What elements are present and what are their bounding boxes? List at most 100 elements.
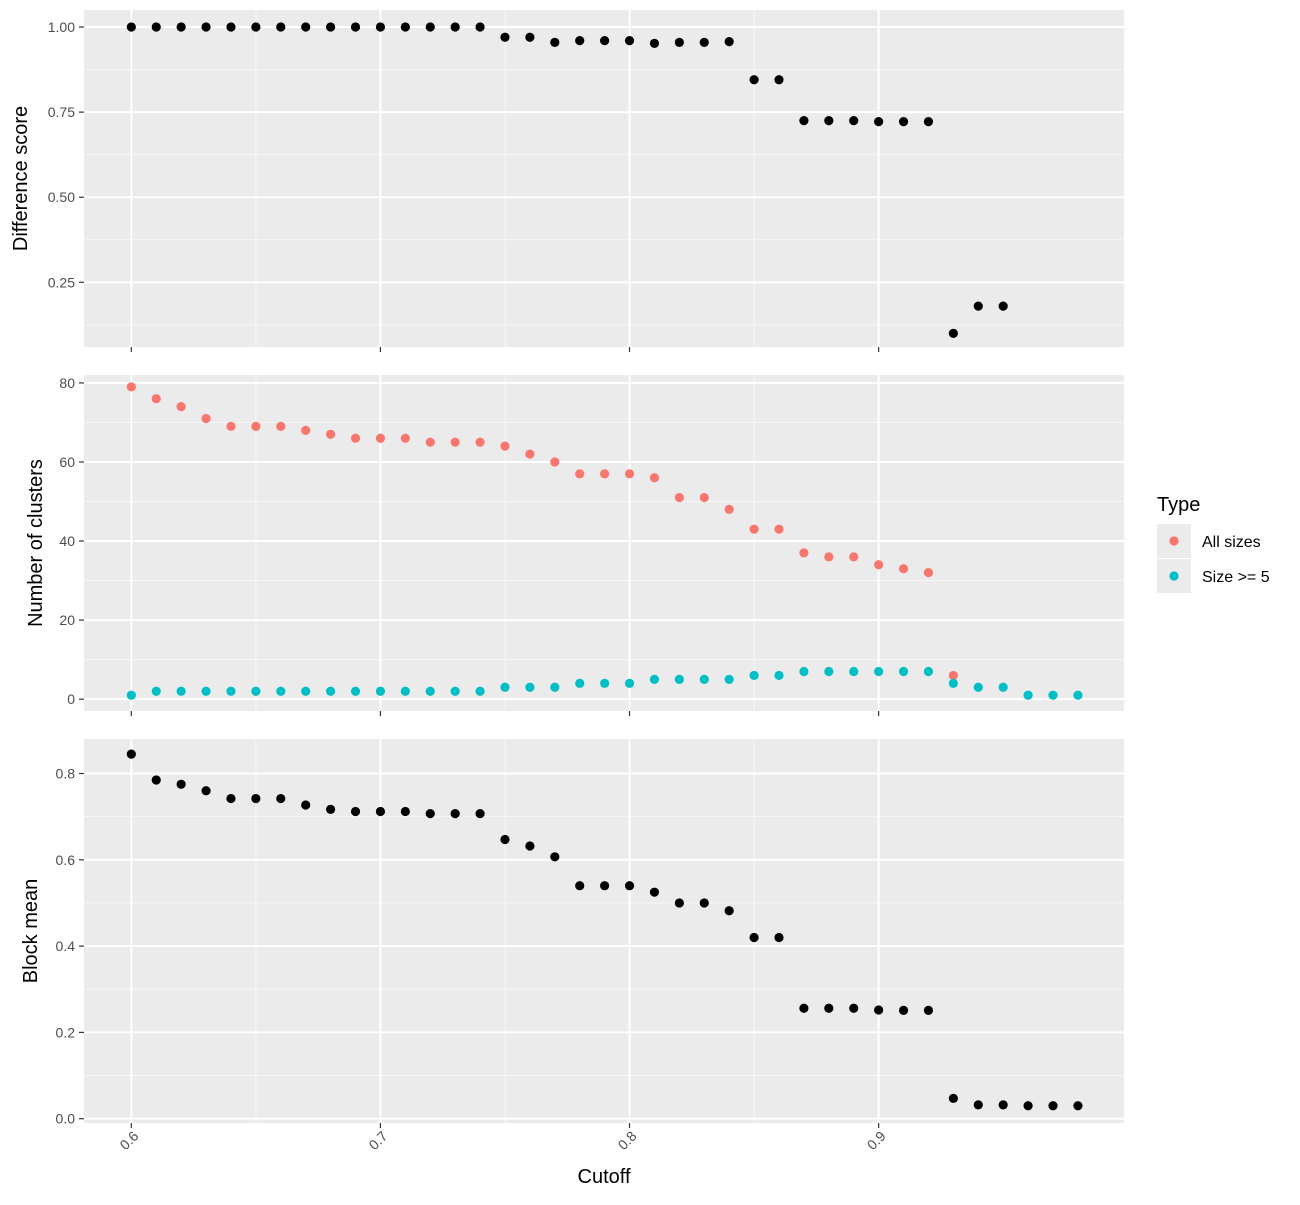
data-point-block-mean-series [400, 806, 410, 817]
data-point-block-mean-series [226, 793, 236, 804]
data-point-number-of-clusters-all-sizes [400, 433, 410, 443]
data-point-difference-score-series [525, 32, 535, 42]
data-point-block-mean-series [1048, 1101, 1058, 1111]
data-point-number-of-clusters-size-5 [699, 674, 709, 684]
data-point-block-mean-series [475, 809, 485, 819]
data-point-number-of-clusters-all-sizes [898, 564, 909, 574]
data-point-number-of-clusters-all-sizes [176, 402, 186, 412]
y-tick-label-difference-score: 0.75 [48, 104, 75, 120]
data-point-block-mean-series [948, 1093, 958, 1104]
data-point-block-mean-series [898, 1005, 909, 1015]
data-point-block-mean-series [874, 1005, 884, 1015]
data-point-block-mean-series [774, 932, 784, 943]
data-point-difference-score-series [475, 22, 485, 32]
data-point-number-of-clusters-size-5 [624, 678, 635, 688]
data-point-number-of-clusters-size-5 [251, 686, 261, 696]
data-point-block-mean-series [998, 1100, 1008, 1110]
data-point-block-mean-series [699, 898, 709, 908]
data-point-number-of-clusters-size-5 [201, 686, 211, 696]
x-tick-label: 0.7 [365, 1128, 390, 1153]
data-point-number-of-clusters-size-5 [600, 678, 610, 688]
legend-title: Type [1157, 494, 1200, 516]
panel-background-difference-score [84, 10, 1124, 347]
data-point-number-of-clusters-size-5 [973, 682, 983, 692]
data-point-number-of-clusters-all-sizes [326, 429, 336, 439]
data-point-difference-score-series [350, 22, 361, 32]
data-point-number-of-clusters-all-sizes [350, 433, 361, 443]
data-point-difference-score-series [724, 37, 734, 47]
data-point-number-of-clusters-size-5 [824, 666, 834, 677]
data-point-number-of-clusters-all-sizes [923, 568, 934, 578]
data-point-difference-score-series [176, 22, 186, 32]
data-point-number-of-clusters-size-5 [575, 678, 585, 688]
legend-key-point [1169, 571, 1179, 581]
data-point-number-of-clusters-all-sizes [126, 382, 136, 392]
data-point-number-of-clusters-all-sizes [575, 469, 585, 479]
data-point-number-of-clusters-size-5 [276, 686, 286, 696]
data-point-block-mean-series [849, 1003, 859, 1013]
y-tick-label-block-mean: 0.8 [56, 766, 76, 782]
data-point-number-of-clusters-all-sizes [151, 394, 161, 404]
data-point-number-of-clusters-all-sizes [475, 437, 485, 447]
y-tick-label-number-of-clusters: 0 [67, 691, 75, 707]
data-point-difference-score-series [998, 301, 1008, 311]
data-point-number-of-clusters-size-5 [350, 686, 361, 696]
data-point-number-of-clusters-all-sizes [674, 492, 684, 503]
data-point-block-mean-series [276, 793, 286, 804]
data-point-block-mean-series [301, 800, 311, 810]
y-tick-label-number-of-clusters: 20 [59, 612, 75, 628]
data-point-number-of-clusters-size-5 [674, 674, 684, 684]
data-point-number-of-clusters-all-sizes [450, 437, 460, 447]
data-point-block-mean-series [375, 806, 386, 817]
y-tick-label-number-of-clusters: 80 [59, 375, 75, 391]
data-point-number-of-clusters-size-5 [1023, 690, 1033, 700]
y-tick-label-number-of-clusters: 40 [59, 533, 75, 549]
y-tick-label-block-mean: 0.2 [56, 1024, 76, 1040]
data-point-number-of-clusters-size-5 [226, 686, 236, 696]
data-point-block-mean-series [550, 852, 560, 862]
data-point-block-mean-series [500, 834, 510, 845]
y-tick-label-number-of-clusters: 60 [59, 454, 75, 470]
data-point-number-of-clusters-size-5 [749, 670, 759, 681]
data-point-block-mean-series [525, 841, 535, 851]
panel-background-block-mean [84, 739, 1124, 1123]
y-axis-title-number-of-clusters: Number of clusters [25, 459, 47, 627]
data-point-difference-score-series [201, 22, 211, 32]
data-point-number-of-clusters-all-sizes [600, 469, 610, 479]
data-point-number-of-clusters-all-sizes [375, 433, 386, 443]
data-point-difference-score-series [550, 37, 560, 47]
data-point-block-mean-series [151, 775, 161, 785]
data-point-number-of-clusters-all-sizes [774, 524, 784, 534]
data-point-difference-score-series [923, 117, 934, 127]
data-point-block-mean-series [1023, 1101, 1033, 1111]
data-point-difference-score-series [948, 328, 958, 338]
data-point-block-mean-series [973, 1100, 983, 1110]
x-tick-label: 0.9 [864, 1128, 889, 1153]
y-axis-title-block-mean: Block mean [20, 879, 42, 984]
y-tick-label-block-mean: 0.0 [56, 1111, 76, 1127]
data-point-block-mean-series [799, 1003, 809, 1013]
data-point-difference-score-series [749, 75, 759, 85]
data-point-number-of-clusters-all-sizes [525, 449, 535, 459]
data-point-block-mean-series [824, 1003, 834, 1013]
data-point-number-of-clusters-size-5 [375, 686, 386, 696]
data-point-difference-score-series [400, 22, 410, 32]
data-point-difference-score-series [126, 22, 136, 32]
data-point-number-of-clusters-size-5 [500, 682, 510, 692]
data-point-number-of-clusters-all-sizes [226, 421, 236, 431]
data-point-block-mean-series [176, 779, 186, 789]
y-tick-label-block-mean: 0.4 [56, 938, 76, 954]
y-tick-label-difference-score: 1.00 [48, 19, 75, 35]
data-point-block-mean-series [251, 793, 261, 804]
data-point-difference-score-series [849, 116, 859, 126]
data-point-number-of-clusters-all-sizes [550, 457, 560, 467]
data-point-number-of-clusters-size-5 [898, 666, 909, 677]
data-point-number-of-clusters-size-5 [126, 690, 136, 700]
data-point-difference-score-series [450, 22, 460, 32]
data-point-number-of-clusters-size-5 [948, 678, 958, 688]
data-point-number-of-clusters-size-5 [450, 686, 460, 696]
data-point-block-mean-series [923, 1005, 934, 1015]
data-point-block-mean-series [724, 906, 734, 916]
y-tick-label-block-mean: 0.6 [56, 852, 76, 868]
